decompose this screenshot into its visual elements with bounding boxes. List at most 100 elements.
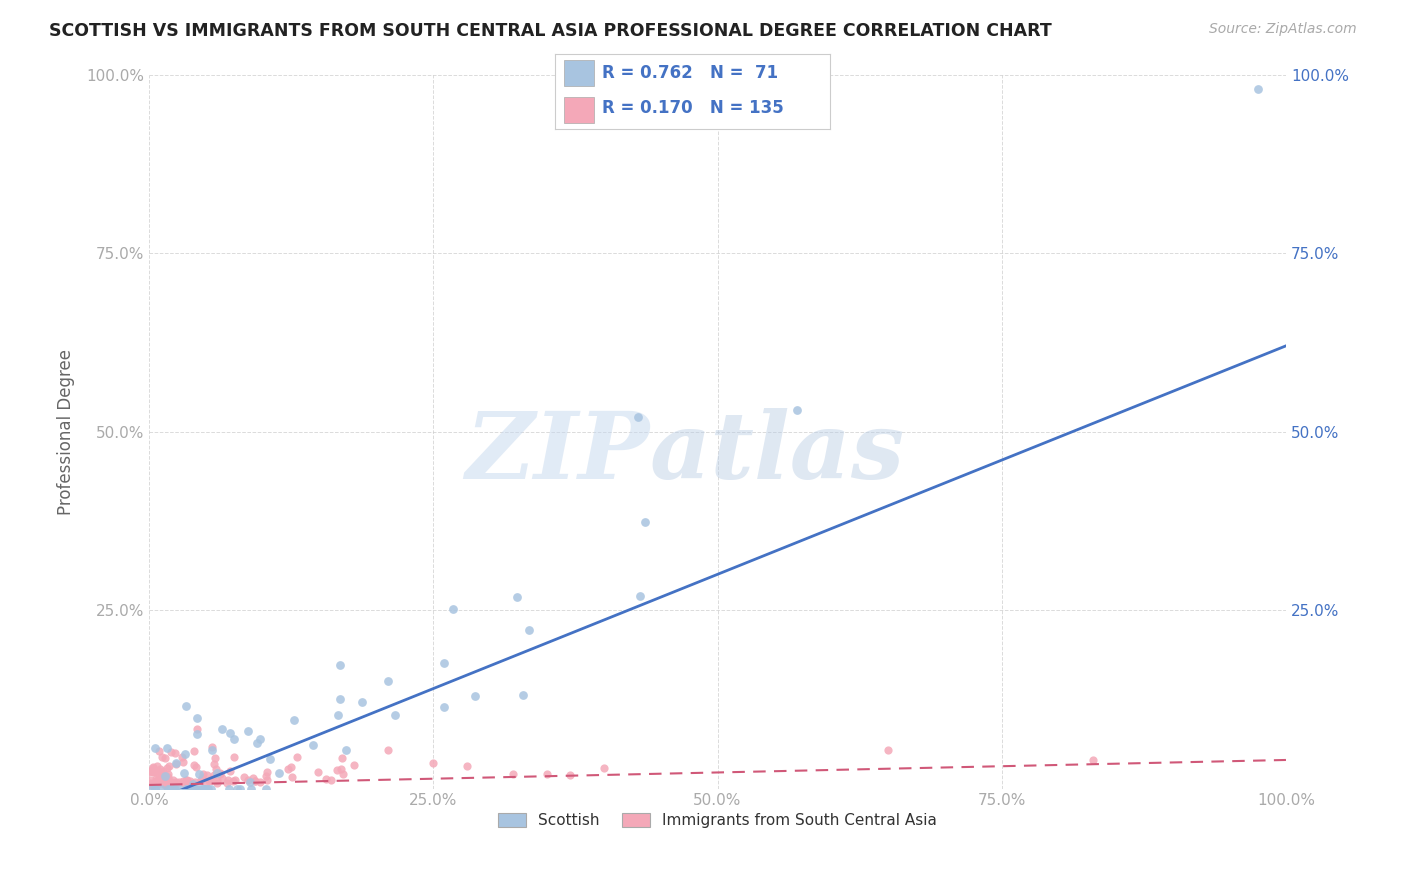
Point: [202, 767, 225, 781]
Point: [153, 771, 176, 785]
Point: [149, 781, 172, 796]
Point: [143, 781, 166, 796]
Text: SCOTTISH VS IMMIGRANTS FROM SOUTH CENTRAL ASIA PROFESSIONAL DEGREE CORRELATION C: SCOTTISH VS IMMIGRANTS FROM SOUTH CENTRA…: [49, 22, 1052, 40]
Point: [149, 762, 172, 776]
Point: [146, 764, 169, 779]
Point: [143, 777, 166, 791]
Point: [142, 765, 165, 780]
Point: [177, 775, 200, 789]
Point: [186, 722, 208, 736]
Point: [153, 769, 176, 783]
Point: [329, 657, 352, 672]
Point: [240, 781, 263, 796]
Point: [150, 773, 173, 788]
Point: [236, 723, 259, 738]
Point: [143, 776, 166, 790]
Point: [592, 761, 614, 775]
Point: [184, 775, 207, 789]
Point: [1246, 82, 1268, 96]
Point: [155, 777, 177, 791]
Point: [502, 766, 524, 780]
Point: [152, 775, 174, 789]
Point: [157, 758, 180, 772]
Point: [152, 774, 174, 789]
Point: [160, 745, 183, 759]
Point: [170, 750, 193, 764]
Point: [218, 781, 240, 796]
Point: [517, 623, 540, 637]
Point: [786, 403, 808, 417]
Point: [195, 781, 218, 796]
Point: [325, 763, 347, 777]
Point: [138, 765, 160, 780]
Point: [377, 673, 399, 688]
Point: [211, 772, 233, 786]
Point: [165, 756, 187, 770]
Point: [142, 776, 165, 790]
Point: [283, 714, 305, 728]
Point: [193, 781, 215, 796]
Point: [173, 774, 195, 789]
Point: [634, 515, 657, 529]
Point: [201, 743, 224, 757]
Point: [142, 763, 165, 777]
Point: [142, 761, 165, 775]
Point: [326, 708, 349, 723]
Point: [219, 764, 242, 778]
Point: [239, 775, 262, 789]
Point: [186, 727, 208, 741]
Point: [224, 731, 246, 746]
Text: R = 0.762   N =  71: R = 0.762 N = 71: [602, 64, 778, 82]
Point: [205, 766, 228, 780]
Point: [183, 743, 205, 757]
Point: [249, 774, 271, 789]
Point: [146, 758, 169, 772]
Point: [183, 758, 205, 772]
Point: [243, 773, 266, 788]
Point: [165, 757, 187, 772]
Point: [464, 689, 486, 703]
Point: [219, 726, 242, 740]
FancyBboxPatch shape: [564, 96, 593, 122]
Point: [877, 742, 900, 756]
Point: [200, 781, 222, 796]
Point: [630, 589, 652, 603]
Point: [222, 774, 245, 789]
Point: [180, 781, 202, 796]
Point: [456, 758, 478, 772]
Point: [1081, 753, 1104, 767]
Point: [433, 700, 456, 714]
Point: [204, 763, 226, 777]
Text: R = 0.170   N = 135: R = 0.170 N = 135: [602, 100, 783, 118]
Point: [174, 781, 197, 796]
Point: [193, 781, 215, 796]
Point: [343, 758, 366, 772]
Point: [146, 776, 169, 790]
Point: [179, 774, 201, 789]
Point: [198, 774, 221, 789]
Point: [162, 777, 184, 791]
Point: [254, 781, 277, 796]
Point: [186, 711, 208, 725]
Point: [249, 731, 271, 746]
Point: [181, 777, 204, 791]
Point: [160, 775, 183, 789]
Point: [217, 776, 239, 790]
Text: atlas: atlas: [650, 408, 904, 498]
Point: [173, 765, 195, 780]
Point: [208, 766, 231, 780]
Point: [174, 698, 197, 713]
Point: [187, 781, 209, 796]
Point: [159, 781, 181, 796]
Point: [302, 738, 325, 752]
Point: [173, 776, 195, 790]
Point: [152, 764, 174, 779]
Point: [211, 722, 233, 736]
Point: [148, 768, 170, 782]
Point: [254, 769, 277, 783]
Point: [184, 781, 207, 796]
Point: [138, 764, 160, 779]
Point: [335, 743, 357, 757]
Point: [138, 776, 160, 790]
Point: [202, 757, 225, 772]
